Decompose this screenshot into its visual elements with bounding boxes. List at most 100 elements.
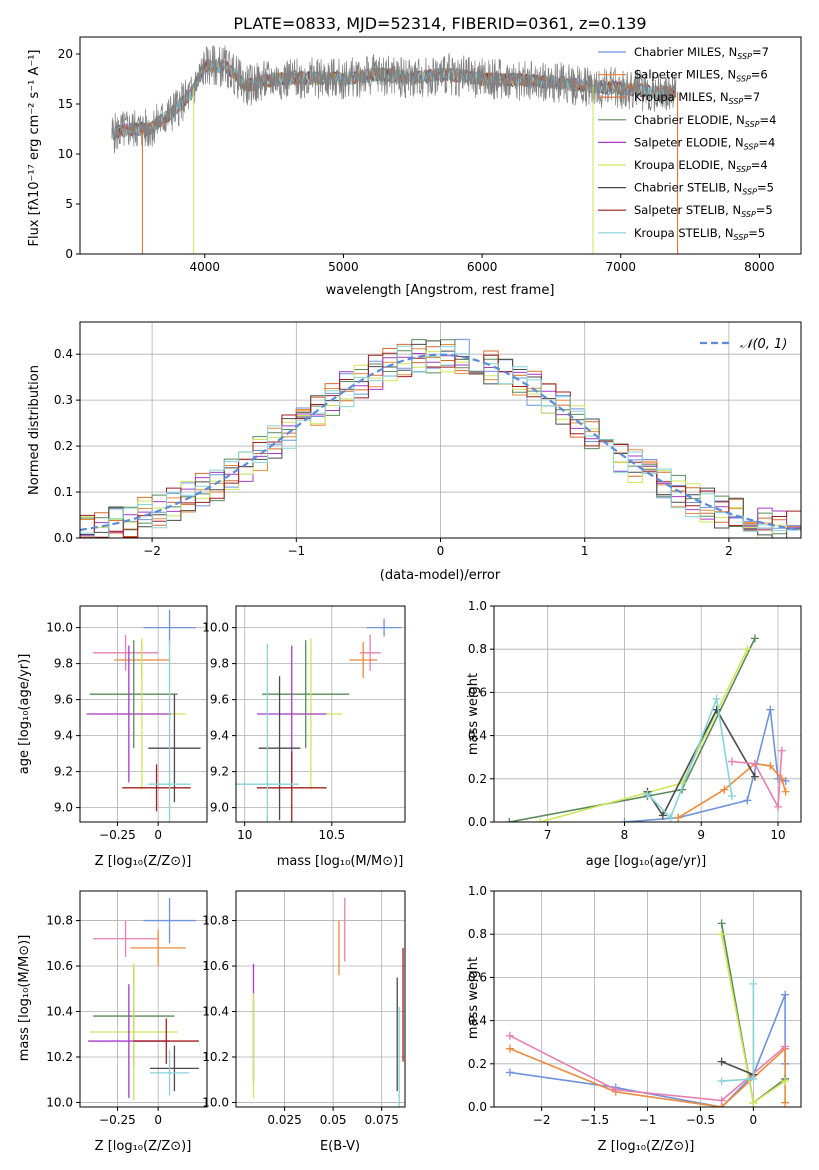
plus-marker [743, 796, 752, 805]
plus-marker [777, 746, 786, 755]
plus-marker [674, 813, 683, 822]
legend-entry: Chabrier MILES, NSSP=7 [634, 45, 769, 61]
x-tick-label: 0.05 [320, 1113, 347, 1127]
legend-entry: Salpeter STELIB, NSSP=5 [634, 203, 773, 219]
y-tick-label: 0.6 [468, 685, 487, 699]
plus-marker [781, 787, 790, 796]
plus-marker [781, 1077, 790, 1086]
y-tick-label: 0.2 [468, 772, 487, 786]
y-tick-label: 10.0 [46, 1095, 73, 1109]
legend-entry: Kroupa STELIB, NSSP=5 [634, 226, 765, 242]
legend-label: 𝒩(0, 1) [740, 337, 787, 352]
y-tick-label: 10.2 [202, 1050, 229, 1064]
histogram-step-line [80, 352, 801, 538]
plot-area [111, 45, 679, 254]
x-tick-label: −1 [287, 544, 305, 558]
x-tick-label: 8 [621, 828, 629, 842]
y-tick-label: 10.0 [46, 621, 73, 635]
x-tick-label: 0 [154, 828, 162, 842]
y-tick-label: 9.0 [210, 801, 229, 815]
panel-spectrum: 4000 5000 6000 7000 8000 0 5 10 15 20 Chabrier MIL… [58, 36, 802, 274]
y-tick-label: 10.2 [46, 1050, 73, 1064]
plus-marker [712, 694, 721, 703]
x-tick-label: −1.5 [580, 1113, 609, 1127]
plus-marker [749, 979, 758, 988]
y-tick-label: 0.0 [54, 531, 73, 545]
y-tick-label: 10.6 [202, 959, 229, 973]
x-tick-label: 8000 [744, 260, 775, 274]
plus-marker [781, 1098, 790, 1107]
plot-area [252, 897, 404, 1107]
legend-entry: Salpeter MILES, NSSP=6 [634, 68, 768, 84]
x-tick-label: −1 [639, 1113, 657, 1127]
y-tick-label: 5 [65, 197, 73, 211]
ageZ-xlabel: Z [log₁₀(Z/Z⊙)] [95, 854, 192, 869]
y-tick-label: 10.8 [46, 914, 73, 928]
legend-entry: Kroupa ELODIE, NSSP=4 [634, 158, 768, 174]
legend-entry: Salpeter ELODIE, NSSP=4 [634, 135, 775, 151]
plot-area [88, 897, 199, 1101]
panel-massweight-vs-age: 7 8 9 10 0.0 0.2 0.4 0.6 0.8 1.0 [468, 599, 802, 842]
y-tick-label: 0.3 [54, 393, 73, 407]
panel-age-vs-Z: −0.25 0 9.0 9.2 9.4 9.6 9.8 10.0 [46, 605, 208, 842]
legend-entry: Kroupa MILES, NSSP=7 [634, 90, 760, 106]
y-tick-label: 0.2 [54, 439, 73, 453]
y-tick-label: 0.4 [468, 1014, 487, 1028]
panel-age-vs-mass: 10 10.5 9.0 9.2 9.4 9.6 9.8 10.0 [202, 605, 406, 842]
y-tick-label: 10 [58, 147, 73, 161]
legend-entry: Chabrier ELODIE, NSSP=4 [634, 113, 776, 129]
x-tick-label: 6000 [467, 260, 498, 274]
mass-weight-line [509, 1046, 786, 1107]
plus-marker [727, 757, 736, 766]
y-tick-label: 0.2 [468, 1057, 487, 1071]
histogram-step-line [80, 345, 801, 538]
x-tick-label: 9 [697, 828, 705, 842]
mwAge-ylabel: mass weight [466, 673, 481, 755]
axes-frame [79, 605, 208, 823]
x-tick-label: 7000 [605, 260, 636, 274]
massZ-ylabel: mass [log₁₀(M/M⊙)] [17, 935, 32, 1062]
plus-marker [781, 990, 790, 999]
panel-massweight-vs-Z: −2 −1.5 −1 −0.5 0 0.0 0.2 0.4 0.6 0.8 1.0 [468, 884, 802, 1127]
plus-marker [505, 1068, 514, 1077]
plus-marker [773, 802, 782, 811]
plus-marker [717, 930, 726, 939]
y-tick-label: 10.0 [202, 1095, 229, 1109]
mwZ-xlabel: Z [log₁₀(Z/Z⊙)] [598, 1139, 695, 1154]
x-tick-label: 4000 [190, 260, 221, 274]
plot-area [236, 618, 402, 822]
y-tick-label: 10.4 [202, 1005, 229, 1019]
plus-marker [658, 811, 667, 820]
x-tick-label: 0 [154, 1113, 162, 1127]
residuals-xlabel: (data-model)/error [380, 568, 501, 583]
plus-marker [536, 818, 545, 822]
axes-frame [235, 605, 406, 823]
y-tick-label: 10.8 [202, 914, 229, 928]
plus-marker [766, 761, 775, 770]
y-tick-label: 0.4 [468, 729, 487, 743]
plus-marker [666, 813, 675, 822]
plus-marker [505, 1031, 514, 1040]
mwAge-xlabel: age [log₁₀(age/yr)] [586, 854, 707, 869]
plus-marker [505, 1044, 514, 1053]
spectrum-legend: Chabrier MILES, NSSP=7 Salpeter MILES, NS… [598, 45, 776, 242]
y-tick-label: 9.0 [54, 801, 73, 815]
x-tick-label: 0.025 [267, 1113, 301, 1127]
y-tick-label: 0.0 [468, 1100, 487, 1114]
massEBV-xlabel: E(B-V) [320, 1139, 360, 1154]
plus-marker [717, 919, 726, 928]
y-tick-label: 10.0 [202, 621, 229, 635]
y-tick-label: 10.6 [46, 959, 73, 973]
plot-area [505, 634, 790, 822]
plus-marker [720, 785, 729, 794]
plus-marker [727, 792, 736, 801]
x-tick-label: −2 [533, 1113, 551, 1127]
y-tick-label: 9.8 [210, 657, 229, 671]
axes-frame [79, 36, 802, 255]
x-tick-label: −0.25 [99, 828, 136, 842]
ageMass-xlabel: mass [log₁₀(M/M⊙)] [277, 854, 404, 869]
plus-marker [766, 705, 775, 714]
y-tick-label: 9.4 [54, 729, 73, 743]
y-tick-label: 0.1 [54, 485, 73, 499]
y-tick-label: 9.4 [210, 729, 229, 743]
